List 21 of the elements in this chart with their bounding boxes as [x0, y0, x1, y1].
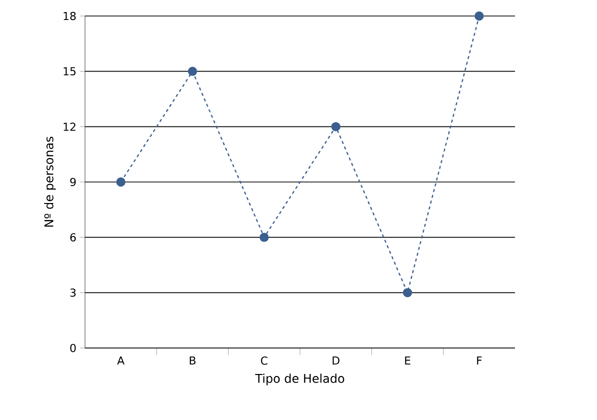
y-tick-label: 0 — [70, 344, 76, 352]
y-tick-label: 6 — [70, 233, 76, 242]
y-tick-label: 18 — [64, 12, 76, 20]
point — [331, 122, 340, 132]
x-tick-label: C — [260, 356, 268, 365]
point — [260, 232, 269, 242]
x-tick-label: B — [190, 356, 196, 365]
point — [402, 288, 412, 298]
y-tick-label: 9 — [70, 178, 76, 186]
x-tick-label: A — [117, 356, 124, 365]
y-axis-title: Nº de personas — [44, 136, 56, 227]
point — [188, 66, 198, 76]
y-tick-label: 12 — [64, 122, 76, 131]
point — [474, 11, 484, 21]
x-axis-title: Tipo de Helado — [255, 374, 344, 386]
x-tick-label: D — [332, 356, 340, 365]
y-tick-label: 3 — [70, 288, 76, 297]
y-tick-label: 15 — [64, 67, 76, 76]
x-tick-label: E — [405, 356, 410, 365]
x-tick-label: F — [477, 356, 482, 365]
point — [116, 177, 126, 187]
